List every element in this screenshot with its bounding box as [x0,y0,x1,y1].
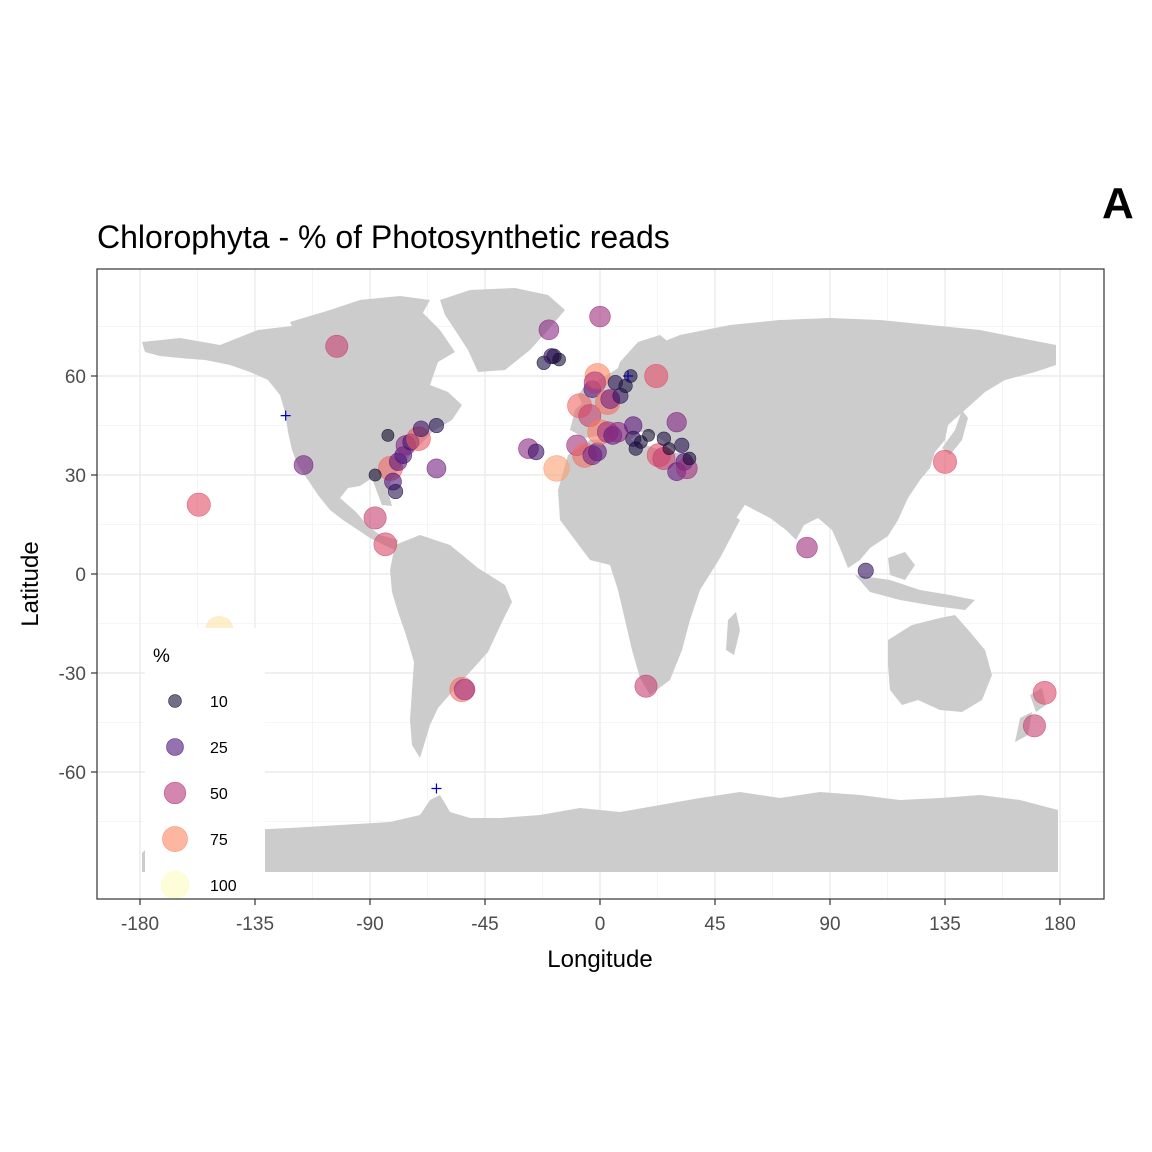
x-axis: -180 -135 -90 -45 0 45 90 135 180 [121,899,1076,935]
y-tick-label: 60 [65,367,86,388]
data-point [1032,680,1057,705]
y-axis-title: Latitude [17,541,44,626]
land-madagascar [726,612,740,655]
data-point [363,506,387,530]
data-point [588,442,607,462]
x-tick-label: 0 [595,914,606,935]
data-point [552,352,566,367]
legend-key [168,694,182,708]
legend-label: 75 [210,832,228,849]
legend-entries: 10 25 50 75 100 [160,694,237,900]
y-tick-label: -60 [59,763,86,784]
data-point [682,451,697,466]
data-point [426,458,447,479]
x-axis-title: Longitude [547,946,652,973]
data-point [325,334,349,358]
y-tick-label: -30 [59,664,86,685]
land-africa [558,438,740,695]
legend-key [160,870,190,900]
x-tick-label: -135 [236,914,274,935]
land-japan [942,410,968,455]
land-eurasia [570,318,1056,568]
x-tick-label: 45 [704,914,725,935]
land-antarctica [142,792,1058,872]
panel-tag: A [1102,179,1134,228]
data-points [186,305,1057,738]
data-point [589,305,611,328]
data-point [381,428,395,442]
land-north-america [142,310,462,550]
data-point [642,428,655,442]
legend-label: 25 [210,740,228,757]
x-tick-label: 180 [1044,914,1076,935]
data-point [796,536,818,559]
data-point [527,443,545,461]
data-point [373,532,398,557]
zero-marker [280,410,291,421]
legend-key [163,781,187,805]
data-point [857,562,874,579]
land-se-asia-islands [855,575,975,610]
x-tick-label: -180 [121,914,159,935]
data-point [453,678,476,701]
data-point [662,442,676,456]
plot-panel: % 10 25 50 75 100 [96,268,1105,900]
x-tick-label: -45 [471,914,498,935]
legend-title: % [153,646,170,667]
data-point [387,483,404,500]
land-arctic-islands [290,296,430,335]
y-axis: -60 -30 0 30 60 [59,367,97,784]
data-point [1022,714,1046,738]
land-arabia [690,460,748,528]
x-tick-label: 90 [819,914,840,935]
data-point [933,449,957,474]
land-australia [888,615,992,712]
data-point [428,417,445,434]
legend-label: 10 [210,694,228,711]
world-basemap [142,288,1058,872]
data-point [674,437,690,453]
data-point [368,468,382,482]
legend-key [166,738,184,756]
x-tick-label: 135 [929,914,961,935]
land-south-america [390,535,512,758]
legend-label: 100 [210,878,237,895]
data-point [412,420,430,438]
legend-background [145,628,265,898]
data-point [293,455,314,475]
legend: % 10 25 50 75 100 [145,628,265,900]
land-greenland [440,288,565,372]
legend-key [162,826,188,852]
data-point [543,455,570,482]
y-tick-label: 0 [75,565,86,586]
data-point [583,371,606,394]
data-point [186,492,211,517]
data-point [634,674,658,698]
y-tick-label: 30 [65,466,86,487]
data-point [538,319,560,341]
legend-label: 50 [210,786,228,803]
data-point [644,364,669,388]
x-tick-label: -90 [356,914,383,935]
data-point [666,412,687,433]
land-borneo [888,552,915,580]
zero-marker [623,371,634,381]
zero-value-markers [280,371,634,794]
zero-marker [431,783,442,794]
chart-title: Chlorophyta - % of Photosynthetic reads [97,219,670,255]
